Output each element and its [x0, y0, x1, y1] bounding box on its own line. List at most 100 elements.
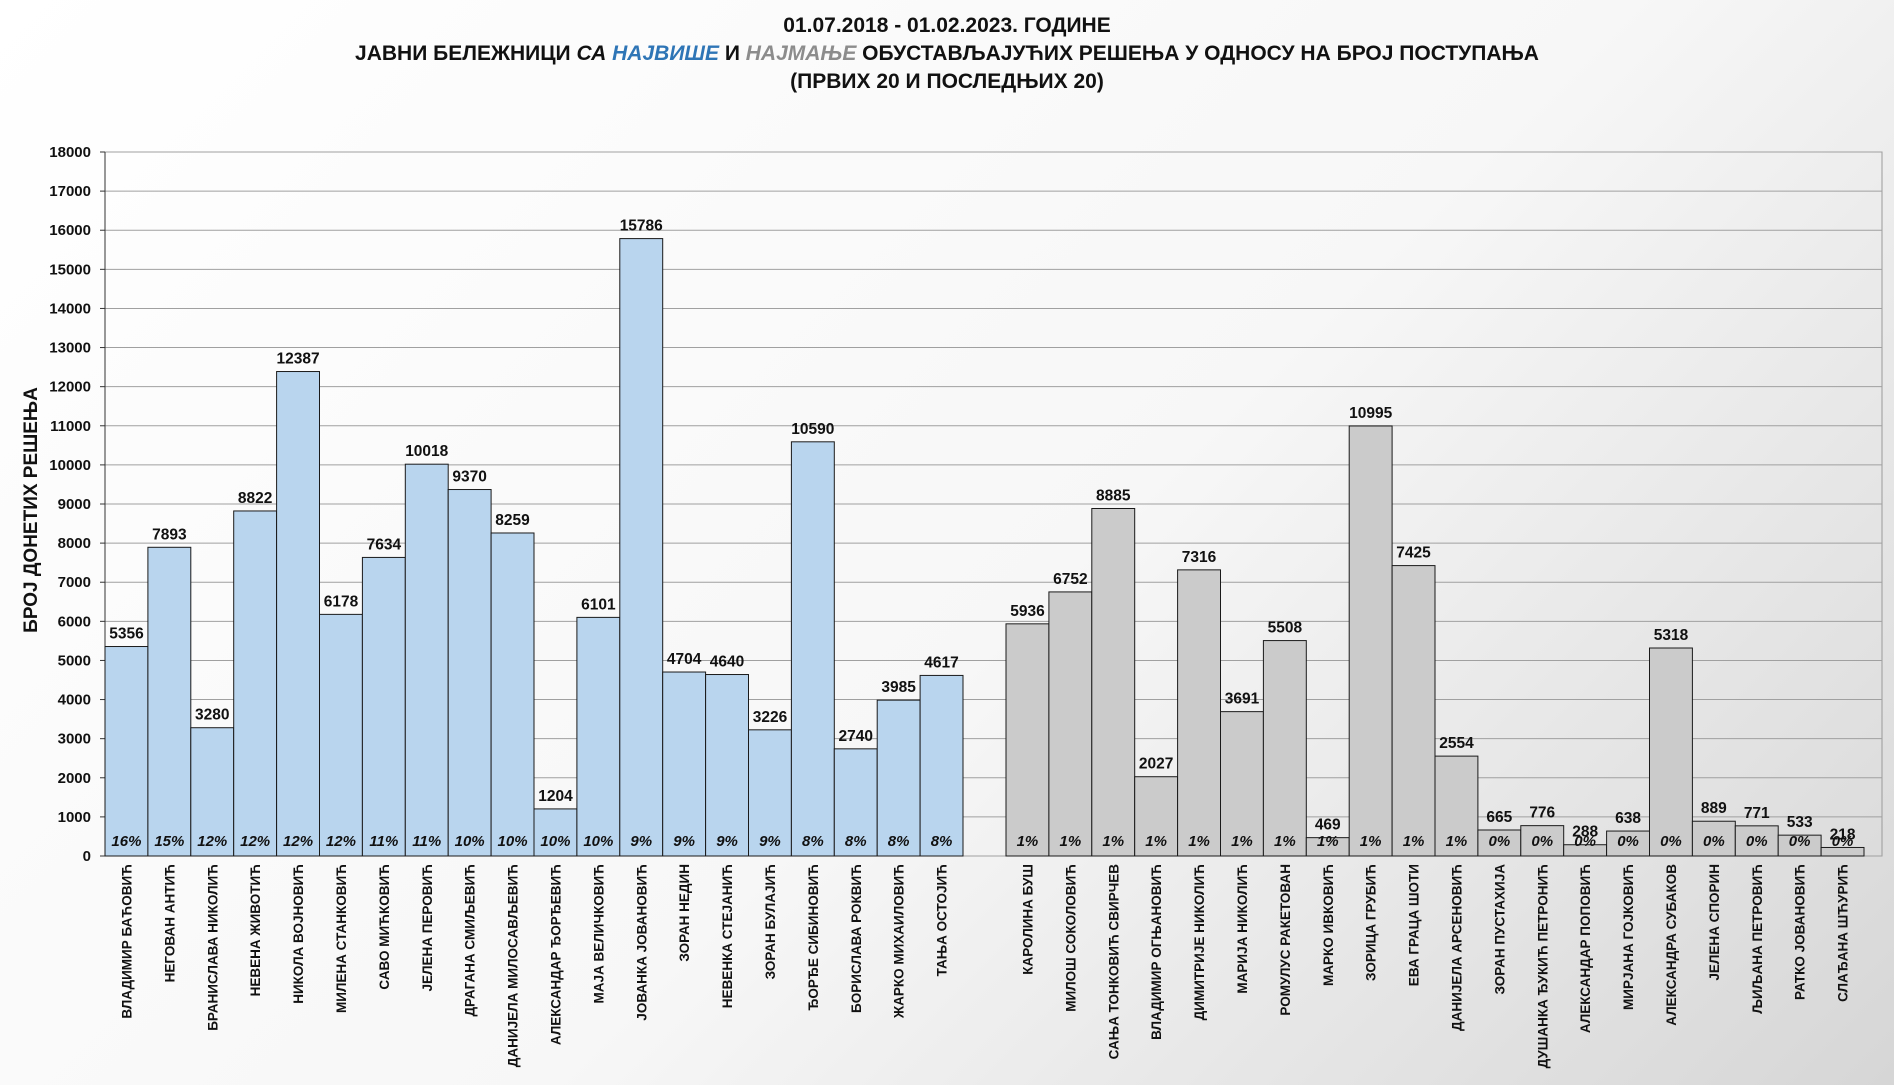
data-label: 1204 — [538, 788, 573, 805]
data-label: 4617 — [924, 654, 958, 671]
x-tick-label: ТАЊА ОСТОЈИЋ — [935, 864, 950, 976]
data-label: 288 — [1572, 824, 1598, 841]
x-tick-label: ЗОРАН НЕДИН — [677, 864, 692, 962]
y-tick-label: 16000 — [49, 222, 91, 239]
y-tick-label: 13000 — [49, 340, 91, 357]
data-label: 6101 — [581, 596, 616, 613]
percent-label: 1% — [1403, 833, 1425, 850]
data-label: 15786 — [620, 218, 663, 235]
title-line-1: 01.07.2018 - 01.02.2023. ГОДИНЕ — [783, 14, 1111, 37]
bar — [576, 616, 621, 857]
x-tick-label: САВО МИЋКОВИЋ — [377, 864, 392, 990]
bar — [276, 371, 321, 857]
bar — [662, 671, 707, 857]
y-tick-label: 2000 — [58, 770, 91, 787]
percent-label: 1% — [1231, 833, 1253, 850]
percent-label: 0% — [1531, 833, 1553, 850]
x-tick-label: МИЛОШ СОКОЛОВИЋ — [1063, 864, 1078, 1012]
x-tick-label: ВЛАДИМИР ОГЊАНОВИЋ — [1149, 864, 1164, 1040]
percent-label: 10% — [583, 833, 613, 850]
data-label: 5318 — [1654, 627, 1689, 644]
data-label: 3226 — [753, 709, 788, 726]
percent-label: 1% — [1060, 833, 1082, 850]
y-tick-label: 15000 — [49, 261, 91, 278]
data-label: 12387 — [276, 351, 319, 368]
percent-label: 12% — [326, 833, 356, 850]
data-label: 3280 — [195, 707, 229, 724]
x-tick-label: ЉИЉАНА ПЕТРОВИЋ — [1750, 864, 1765, 1014]
percent-label: 10% — [455, 833, 485, 850]
title-least: НАЈМАЊЕ — [745, 42, 857, 65]
x-tick-label: МАРИЈА НИКОЛИЋ — [1235, 864, 1250, 994]
x-tick-label: ЂОРЂЕ СИБИНОВИЋ — [806, 864, 821, 1011]
x-tick-label: ЖАРКО МИХАИЛОВИЋ — [892, 864, 907, 1019]
x-tick-label: МАЈА ВЕЛИЧКОВИЋ — [591, 864, 606, 1003]
percent-label: 1% — [1360, 833, 1382, 850]
bar — [1348, 425, 1393, 857]
percent-label: 9% — [630, 833, 652, 850]
y-tick-label: 12000 — [49, 379, 91, 396]
percent-label: 0% — [1789, 833, 1811, 850]
x-tick-label: РОМУЛУС РАКЕТОВАН — [1278, 864, 1293, 1016]
bar — [233, 510, 278, 857]
percent-label: 1% — [1274, 833, 1296, 850]
data-label: 10018 — [405, 443, 448, 460]
x-tick-label: НЕГОВАН АНТИЋ — [162, 864, 177, 982]
percent-label: 9% — [716, 833, 738, 850]
x-tick-label: КАРОЛИНА БУШ — [1020, 864, 1035, 975]
x-tick-label: ЈОВАНКА ЈОВАНОВИЋ — [634, 864, 649, 1021]
data-label: 8885 — [1096, 487, 1131, 504]
title-line-3: (ПРВИХ 20 И ПОСЛЕДЊИХ 20) — [790, 70, 1104, 93]
bar — [104, 646, 149, 857]
percent-label: 10% — [498, 833, 528, 850]
percent-label: 11% — [369, 833, 398, 850]
x-tick-label: АЛЕКСАНДАР ПОПОВИЋ — [1578, 864, 1593, 1033]
bar — [1091, 507, 1136, 857]
data-label: 2740 — [839, 728, 873, 745]
percent-label: 0% — [1574, 833, 1596, 850]
bar — [1691, 820, 1736, 857]
bar — [919, 674, 964, 857]
data-label: 5936 — [1010, 603, 1045, 620]
percent-label: 12% — [197, 833, 227, 850]
y-tick-label: 3000 — [58, 731, 91, 748]
bar — [1391, 565, 1436, 857]
data-label: 776 — [1529, 805, 1555, 822]
bar — [1262, 640, 1307, 857]
data-label: 7316 — [1182, 549, 1217, 566]
bar — [190, 727, 235, 857]
x-tick-label: МИРЈАНА ГОЈКОВИЋ — [1621, 864, 1636, 1010]
bar — [1777, 834, 1822, 857]
y-tick-label: 9000 — [58, 496, 91, 513]
data-label: 10590 — [791, 421, 834, 438]
y-tick-label: 17000 — [49, 183, 91, 200]
percent-label: 0% — [1660, 833, 1682, 850]
data-label: 5356 — [109, 626, 144, 643]
data-label: 4704 — [667, 651, 702, 668]
x-tick-label: ЈЕЛЕНА СПОРИН — [1707, 864, 1722, 981]
x-tick-label: БРАНИСЛАВА НИКОЛИЋ — [205, 864, 220, 1031]
x-tick-label: СЛАЂАНА ШЋУРИЋ — [1836, 864, 1851, 1002]
data-label: 533 — [1787, 814, 1813, 831]
percent-label: 8% — [802, 833, 824, 850]
title-sa: СА — [576, 42, 613, 65]
x-tick-label: ДРАГАНА СМИЉЕВИЋ — [463, 864, 478, 1017]
y-tick-label: 7000 — [58, 574, 91, 591]
percent-label: 0% — [1617, 833, 1639, 850]
title-prefix: ЈАВНИ БЕЛЕЖНИЦИ — [355, 42, 577, 65]
percent-label: 12% — [240, 833, 270, 850]
chart-title: 01.07.2018 - 01.02.2023. ГОДИНЕ ЈАВНИ БЕ… — [0, 12, 1894, 96]
data-label: 5508 — [1268, 620, 1303, 637]
data-label: 889 — [1701, 800, 1727, 817]
x-tick-label: АЛЕКСАНДАР ЂОРЂЕВИЋ — [548, 864, 563, 1045]
bar — [404, 463, 449, 857]
bar — [447, 489, 492, 857]
percent-label: 1% — [1017, 833, 1039, 850]
x-tick-label: ДАНИЈЕЛА МИЛОСАВЉЕВИЋ — [506, 864, 521, 1067]
bar — [319, 613, 363, 857]
percent-label: 1% — [1317, 833, 1339, 850]
x-tick-label: ЈЕЛЕНА ПЕРОВИЋ — [420, 864, 435, 992]
percent-label: 1% — [1446, 833, 1468, 850]
x-tick-label: НЕВЕНКА СТЕЈАНИЋ — [720, 864, 735, 1008]
